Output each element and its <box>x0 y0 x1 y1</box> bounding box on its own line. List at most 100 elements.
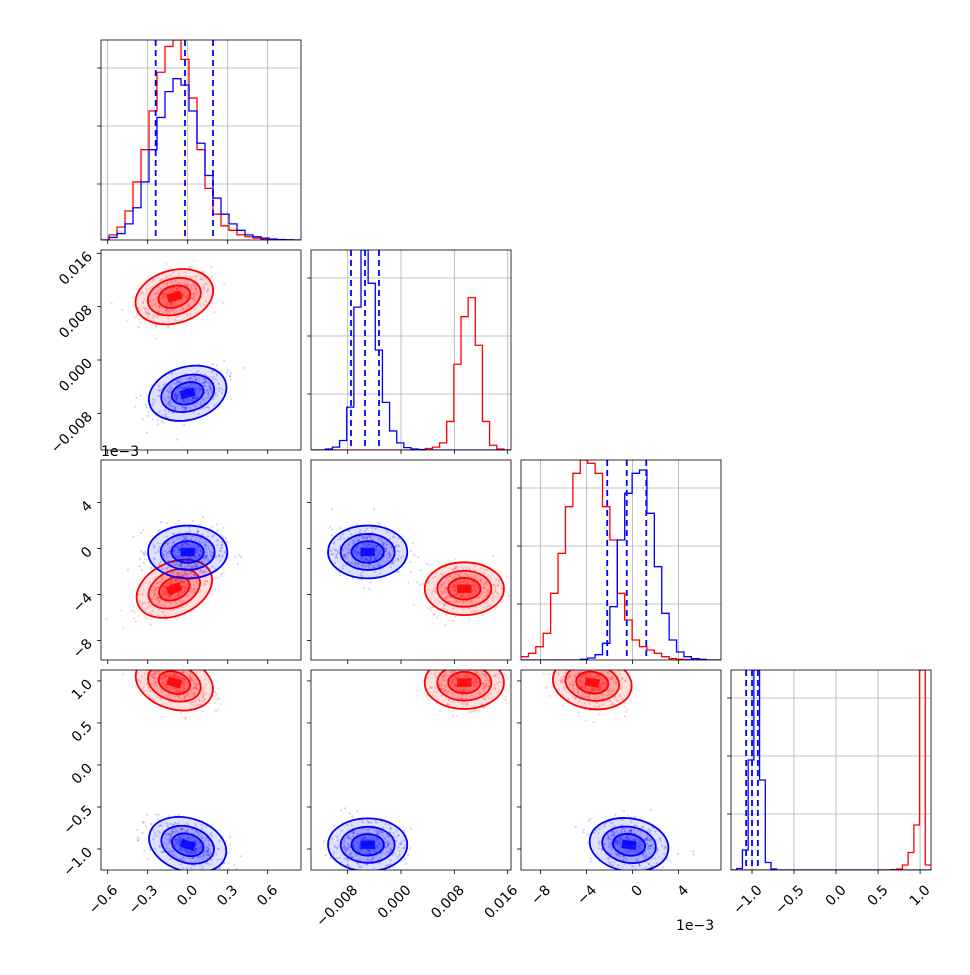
scatter-point-blue <box>582 829 584 831</box>
scatter-point-blue <box>373 508 375 510</box>
scatter-point-blue <box>227 867 229 869</box>
panel-2-1 <box>326 508 517 626</box>
scatter-point-blue <box>200 872 202 874</box>
scatter-point-red <box>466 661 468 663</box>
scatter-point-red <box>161 666 163 668</box>
scatter-point-blue <box>233 864 235 866</box>
scatter-point-red <box>578 667 580 669</box>
scatter-point-blue <box>217 577 219 579</box>
scatter-point-blue <box>150 567 152 569</box>
y-tick-label: 0 <box>78 544 96 562</box>
scatter-point-red <box>468 663 470 665</box>
scatter-point-blue <box>139 395 141 397</box>
scatter-point-red <box>594 666 596 668</box>
scatter-point-red <box>422 583 424 585</box>
scatter-point-red <box>160 667 162 669</box>
scatter-point-blue <box>243 367 245 369</box>
y-tick-label: −8 <box>70 636 96 662</box>
scatter-point-red <box>445 666 447 668</box>
scatter-point-blue <box>212 363 214 365</box>
scatter-point-red <box>106 618 108 620</box>
scatter-point-red <box>625 711 627 713</box>
scatter-point-blue <box>413 554 415 556</box>
scatter-point-blue <box>226 372 228 374</box>
scatter-point-red <box>454 616 456 618</box>
scatter-point-blue <box>137 837 139 839</box>
scatter-point-red <box>425 665 427 667</box>
density-peak-red <box>457 678 471 686</box>
scatter-point-red <box>451 662 453 664</box>
scatter-point-red <box>590 655 592 657</box>
scatter-point-blue <box>227 852 229 854</box>
scatter-point-red <box>142 662 144 664</box>
scatter-point-red <box>504 698 506 700</box>
scatter-point-red <box>505 695 507 697</box>
scatter-point-blue <box>403 829 405 831</box>
scatter-point-blue <box>407 854 409 856</box>
scatter-point-red <box>502 667 504 669</box>
scatter-point-red <box>602 665 604 667</box>
scatter-point-red <box>508 665 510 667</box>
scatter-point-blue <box>146 432 148 434</box>
scatter-point-red <box>184 718 186 720</box>
scatter-point-red <box>615 665 617 667</box>
scatter-point-red <box>130 610 132 612</box>
scatter-point-blue <box>135 397 137 399</box>
scatter-point-red <box>456 715 458 717</box>
scatter-point-blue <box>139 558 141 560</box>
scatter-point-red <box>579 661 581 663</box>
scatter-point-blue <box>148 410 150 412</box>
scatter-point-blue <box>207 581 209 583</box>
scatter-point-red <box>156 664 158 666</box>
scatter-point-red <box>215 710 217 712</box>
scatter-point-red <box>139 322 141 324</box>
scatter-point-blue <box>157 819 159 821</box>
scatter-point-red <box>150 623 152 625</box>
scatter-point-blue <box>160 573 162 575</box>
scatter-point-red <box>440 667 442 669</box>
scatter-point-red <box>165 653 167 655</box>
scatter-point-blue <box>158 529 160 531</box>
scatter-point-red <box>137 326 139 328</box>
scatter-point-red <box>588 650 590 652</box>
scatter-point-blue <box>149 849 151 851</box>
scatter-point-red <box>180 712 182 714</box>
scatter-point-red <box>597 666 599 668</box>
scatter-point-red <box>584 665 586 667</box>
scatter-point-blue <box>629 872 631 874</box>
scatter-point-red <box>149 657 151 659</box>
scatter-point-red <box>452 714 454 716</box>
scatter-point-red <box>167 652 169 654</box>
scatter-point-blue <box>333 825 335 827</box>
scatter-point-red <box>452 667 454 669</box>
scatter-point-red <box>164 666 166 668</box>
scatter-point-red <box>424 667 426 669</box>
scatter-point-red <box>220 575 222 577</box>
scatter-point-blue <box>407 581 409 583</box>
y-tick-label: 1.0 <box>69 676 96 703</box>
scatter-point-red <box>562 705 564 707</box>
histogram-red <box>521 460 721 660</box>
scatter-point-blue <box>226 541 228 543</box>
scatter-point-red <box>202 270 204 272</box>
scatter-point-blue <box>409 561 411 563</box>
scatter-point-red <box>604 663 606 665</box>
scatter-point-red <box>160 660 162 662</box>
scatter-point-blue <box>178 519 180 521</box>
scatter-point-red <box>443 665 445 667</box>
scatter-point-red <box>482 614 484 616</box>
scatter-point-red <box>623 706 625 708</box>
scatter-point-red <box>145 666 147 668</box>
scatter-point-blue <box>397 571 399 573</box>
scatter-point-red <box>155 656 157 658</box>
scatter-point-blue <box>339 527 341 529</box>
scatter-point-red <box>469 711 471 713</box>
scatter-point-red <box>425 665 427 667</box>
scatter-point-blue <box>195 871 197 873</box>
scatter-point-red <box>593 667 595 669</box>
scatter-point-red <box>454 665 456 667</box>
scatter-point-blue <box>642 870 644 872</box>
scatter-point-red <box>471 666 473 668</box>
scatter-point-blue <box>238 554 240 556</box>
scatter-point-blue <box>146 814 148 816</box>
